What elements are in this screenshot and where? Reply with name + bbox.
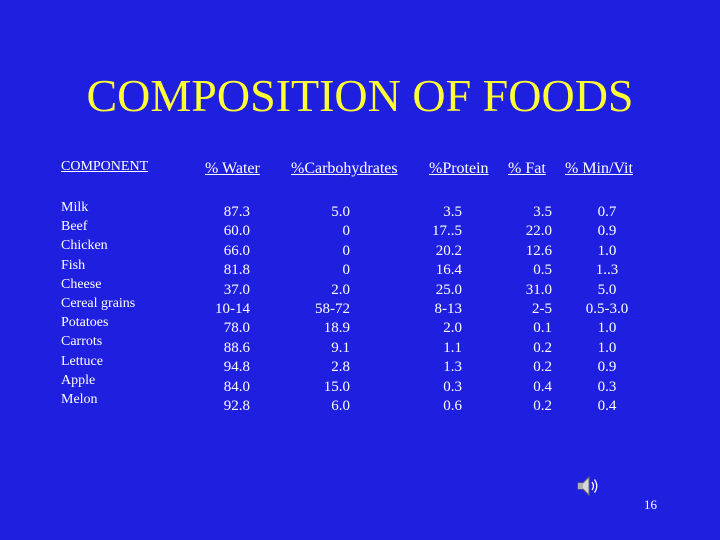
carbs-value: 6.0 [331,398,350,415]
protein-value: 0.6 [443,398,462,415]
fat-value: 0.4 [533,378,552,395]
fat-value: 31.0 [525,281,552,298]
header-protein: %Protein [429,160,489,177]
protein-value: 3.5 [443,204,462,220]
header-fat: % Fat [508,160,546,177]
protein-column: 3.5 17..5 20.2 16.4 25.0 8-13 2.0 1.1 1.3 0.3 0.6 [420,203,462,416]
fat-value: 2-5 [532,301,552,318]
slide-title: COMPOSITION OF FOODS [86,70,634,121]
water-value: 84.0 [223,378,250,395]
minvit-value: 1.0 [597,339,617,356]
component-label: Milk [61,200,89,215]
min-vit-column: 0.7 0.9 1.0 1..3 5.0 0.5-3.0 1.0 1.0 0.9 0.3 0.4 [582,203,632,416]
component-label: Beef [61,219,88,235]
component-label: Potatoes [61,315,109,331]
component-label: Cereal grains [61,296,136,312]
carbohydrates-column: 5.0 0 0 0 2.0 58-72 18.9 9.1 2.8 15.0 6.0 [300,203,350,416]
fat-column: 3.5 22.0 12.6 0.5 31.0 2-5 0.1 0.2 0.2 0.4 0.2 [518,203,552,416]
fat-value: 12.6 [525,242,552,259]
carbs-value: 2.0 [331,281,350,298]
water-value: 92.8 [223,398,250,415]
carbs-value: 58-72 [315,301,350,318]
carbs-value: 0 [342,223,351,240]
header-water: % Water [205,160,260,177]
component-label: Chicken [61,238,108,254]
water-value: 78.0 [223,320,250,337]
fat-value: 3.5 [533,204,552,220]
page-number: 16 [644,497,657,512]
minvit-value: 1.0 [597,320,617,337]
protein-value: 8-13 [434,301,463,318]
minvit-value: 0.9 [597,223,617,240]
carbs-value: 0 [342,242,351,259]
component-label: Carrots [61,334,103,350]
protein-value: 2.0 [443,320,462,337]
fat-value: 0.1 [533,320,552,337]
carbs-value: 15.0 [323,378,350,395]
minvit-value: 5.0 [597,281,617,298]
minvit-value: 0.5-3.0 [585,301,629,318]
protein-value: 16.4 [435,262,462,279]
component-label: Lettuce [61,353,103,369]
component-label: Apple [61,372,96,388]
minvit-value: 0.7 [597,204,617,220]
component-label: Melon [61,392,98,408]
minvit-value: 0.3 [597,378,617,395]
component-label: Cheese [61,276,102,292]
water-column: 87.3 60.0 66.0 81.8 37.0 10-14 78.0 88.6 94.8 84.… [206,203,250,416]
header-min-vit: % Min/Vit [565,160,633,177]
protein-value: 25.0 [435,281,462,298]
component-list: Milk Beef Chicken Fish Cheese Cereal grains Po… [61,198,148,409]
carbs-value: 9.1 [331,339,350,356]
header-carbohydrates: %Carbohydrates [291,160,398,177]
speaker-icon-graphic [577,475,598,497]
component-column: COMPONENT Milk Beef Chicken Fish Cheese Cerea… [61,158,148,409]
speaker-icon[interactable] [575,474,601,498]
carbs-value: 0 [342,262,351,279]
water-value: 66.0 [223,242,250,259]
fat-value: 0.2 [533,339,552,356]
minvit-value: 1..3 [595,262,619,279]
protein-value: 20.2 [435,242,462,259]
water-value: 87.3 [223,204,250,220]
minvit-value: 0.4 [597,398,617,415]
component-label: Fish [61,257,86,273]
water-value: 88.6 [223,339,250,356]
water-value: 60.0 [223,223,250,240]
protein-value: 1.1 [443,339,462,356]
fat-value: 0.2 [533,359,552,376]
protein-value: 0.3 [443,378,462,395]
carbs-value: 18.9 [323,320,350,337]
water-value: 37.0 [223,281,250,298]
carbs-value: 5.0 [331,204,350,220]
protein-value: 1.3 [443,359,462,376]
minvit-value: 1.0 [597,242,617,259]
component-header: COMPONENT [61,159,149,174]
fat-value: 0.2 [533,398,552,415]
fat-value: 22.0 [525,223,552,240]
fat-value: 0.5 [533,262,552,279]
water-value: 10-14 [215,301,250,318]
water-value: 81.8 [223,262,250,279]
water-value: 94.8 [223,359,250,376]
protein-value: 17..5 [432,223,462,240]
minvit-value: 0.9 [597,359,617,376]
carbs-value: 2.8 [331,359,350,376]
